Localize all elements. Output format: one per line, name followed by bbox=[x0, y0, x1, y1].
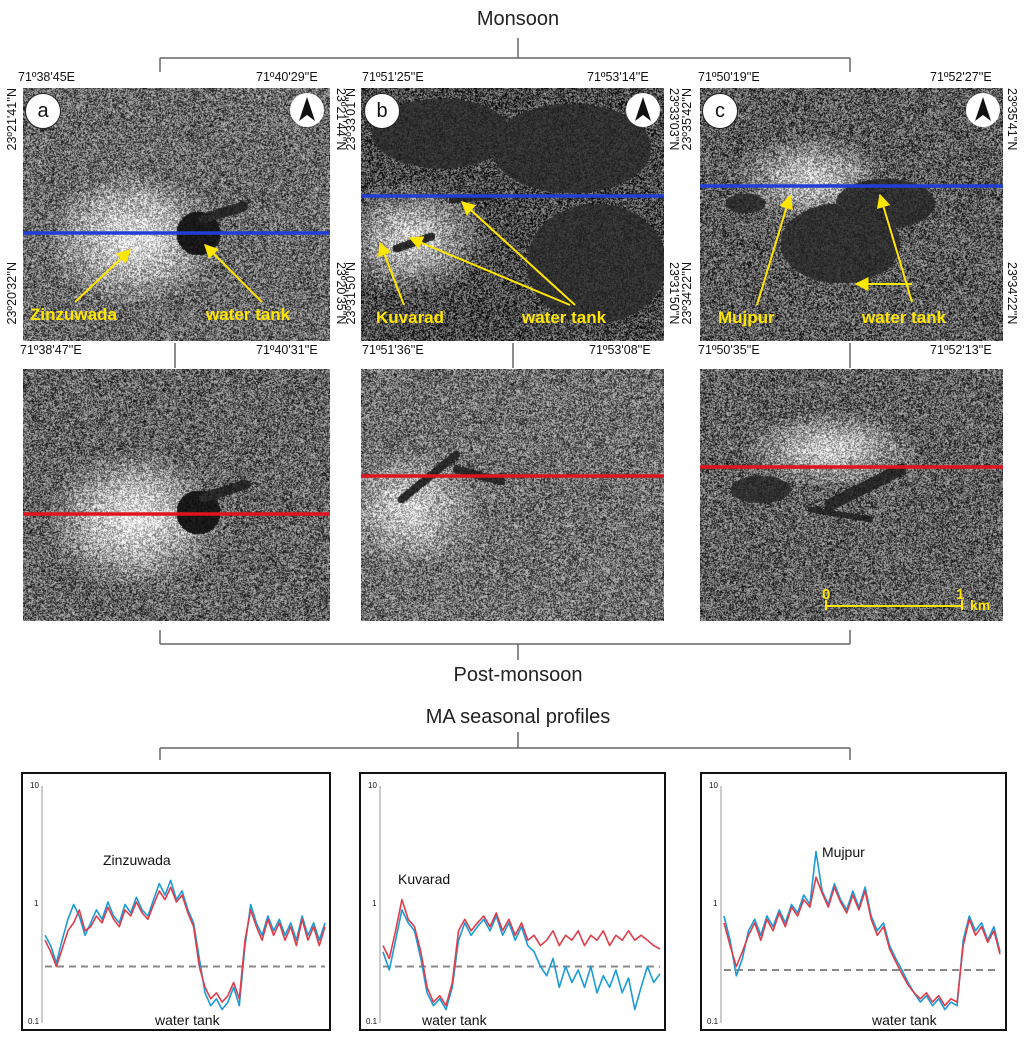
chart-a-tick-mid: 1 bbox=[34, 899, 39, 908]
sar-image-c-monsoon bbox=[700, 88, 1003, 341]
north-arrow-icon-a bbox=[290, 93, 324, 127]
chart-c-tick-top: 10 bbox=[709, 781, 718, 790]
coord-a-right-top: 23º21'44''N bbox=[334, 88, 348, 151]
sar-image-a-monsoon bbox=[23, 88, 330, 341]
sar-image-c-post-monsoon bbox=[700, 369, 1003, 621]
sar-image-b-post-monsoon bbox=[361, 369, 664, 621]
coord-b-bottom-right: 71º53'08''E bbox=[589, 343, 651, 357]
coord-a-right-bottom: 23º20'35''N bbox=[334, 262, 348, 325]
coord-a-top-right: 71º40'29''E bbox=[256, 70, 318, 84]
coord-a-bottom-right: 71º40'31''E bbox=[256, 343, 318, 357]
coord-b-right-bottom: 23º31'50''N bbox=[667, 262, 681, 325]
north-arrow-icon-b bbox=[626, 93, 660, 127]
bracket-post-monsoon bbox=[159, 630, 851, 660]
coord-c-bottom-right: 71º52'13''E bbox=[930, 343, 992, 357]
coord-b-top-right: 71º53'14''E bbox=[587, 70, 649, 84]
bracket-monsoon bbox=[159, 38, 851, 72]
chart-c-tick-bot: 0.1 bbox=[707, 1017, 719, 1026]
chart-a-tick-top: 10 bbox=[30, 781, 39, 790]
chart-b-tick-top: 10 bbox=[368, 781, 377, 790]
arrow-a-tank bbox=[204, 244, 263, 303]
chart-a-series-blue bbox=[44, 879, 326, 1011]
chart-frame-b bbox=[359, 772, 666, 1031]
chart-c-annotation-tank: water tank bbox=[872, 1012, 937, 1028]
chart-a-annotation-tank: water tank bbox=[155, 1012, 220, 1028]
label-b-tank: water tank bbox=[522, 308, 607, 327]
coord-c-right-bottom: 23º34'22''N bbox=[1005, 262, 1019, 325]
heading-monsoon: Monsoon bbox=[476, 8, 560, 30]
scale-start: 0 bbox=[822, 586, 831, 603]
panel-badge-c: c bbox=[702, 93, 738, 129]
scale-unit: km bbox=[970, 597, 991, 613]
coord-c-top-left: 71º50'19''E bbox=[698, 70, 760, 84]
chart-c-tick-mid: 1 bbox=[713, 899, 718, 908]
heading-profiles: MA seasonal profiles bbox=[425, 706, 611, 728]
bracket-profiles bbox=[159, 732, 851, 760]
coord-a-top-left: 71º38'45E bbox=[18, 70, 76, 84]
chart-c-series-red bbox=[723, 876, 1001, 1007]
chart-b-series-red bbox=[382, 898, 661, 1007]
chart-b-tick-mid: 1 bbox=[372, 899, 377, 908]
arrow-b-tank-2 bbox=[460, 201, 576, 306]
coord-c-right-top: 23º35'41''N bbox=[1005, 88, 1019, 151]
coord-a-bottom-left: 71º38'47''E bbox=[20, 343, 82, 357]
chart-b-annotation-tank: water tank bbox=[422, 1012, 487, 1028]
chart-a-tick-bot: 0.1 bbox=[28, 1017, 40, 1026]
chart-b-tick-bot: 0.1 bbox=[366, 1017, 378, 1026]
chart-c-series-blue bbox=[723, 850, 1001, 1011]
label-b-place: Kuvarad bbox=[376, 308, 445, 327]
arrow-b-tank-1 bbox=[408, 236, 571, 306]
heading-post-monsoon: Post-monsoon bbox=[453, 664, 583, 686]
coord-b-right-top: 23º33'03''N bbox=[667, 88, 681, 151]
arrow-c-place bbox=[756, 194, 794, 306]
arrow-a-place bbox=[74, 249, 132, 303]
coord-c-top-right: 71º52'27''E bbox=[930, 70, 992, 84]
label-c-place: Mujpur bbox=[718, 308, 775, 327]
sar-image-a-post-monsoon bbox=[23, 369, 330, 621]
sar-image-b-monsoon bbox=[361, 88, 664, 341]
label-a-place: Zinzuwada bbox=[30, 305, 117, 324]
label-c-tank: water tank bbox=[862, 308, 947, 327]
chart-frame-c bbox=[700, 772, 1007, 1031]
chart-b-annotation-place: Kuvarad bbox=[398, 871, 451, 887]
chart-a-series-red bbox=[44, 886, 326, 1003]
label-a-tank: water tank bbox=[206, 305, 291, 324]
chart-a-annotation-place: Zinzuwada bbox=[103, 852, 171, 868]
panel-badge-a: a bbox=[25, 93, 61, 129]
chart-b-series-blue bbox=[382, 909, 661, 1011]
scale-bar bbox=[825, 600, 963, 610]
arrow-b-place bbox=[378, 241, 405, 306]
panel-badge-b: b bbox=[364, 93, 400, 129]
coord-c-bottom-left: 71º50'35''E bbox=[698, 343, 760, 357]
coord-b-bottom-left: 71º51'36''E bbox=[362, 343, 424, 357]
scale-end: 1 bbox=[956, 586, 965, 603]
coord-b-top-left: 71º51'25''E bbox=[362, 70, 424, 84]
chart-c-annotation-place: Mujpur bbox=[822, 844, 865, 860]
north-arrow-icon-c bbox=[966, 93, 1000, 127]
